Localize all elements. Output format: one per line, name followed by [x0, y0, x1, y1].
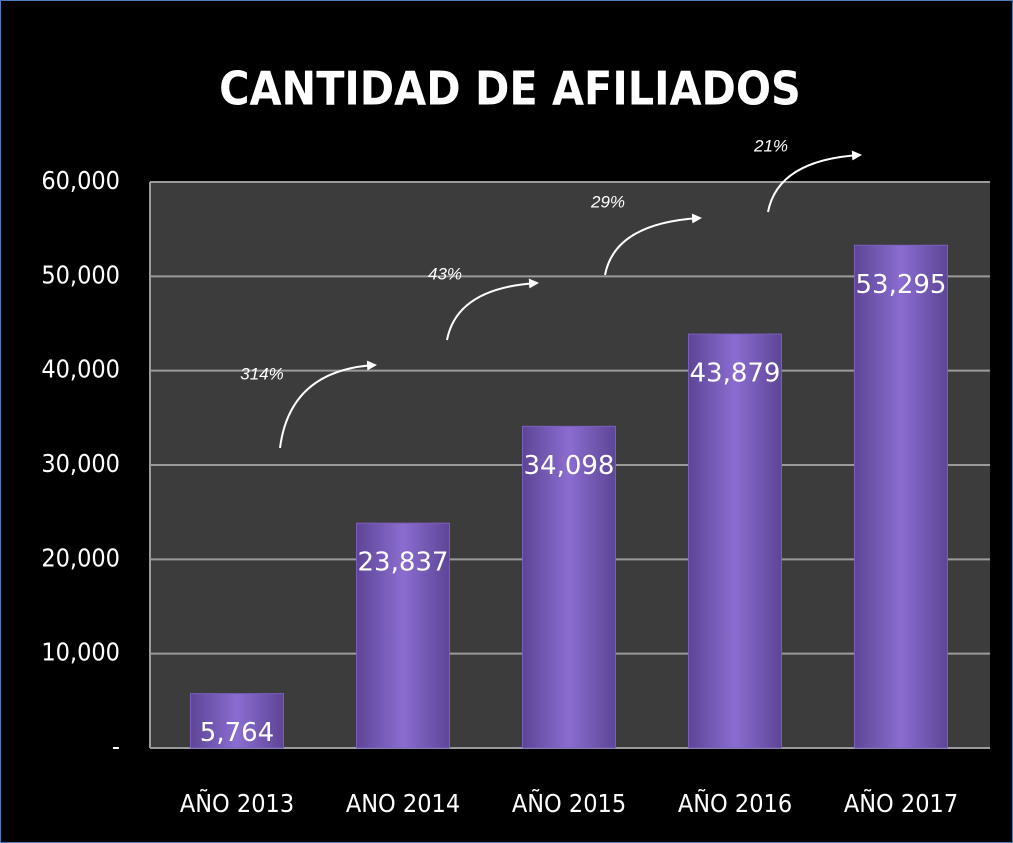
x-tick-label: AÑO 2015: [512, 788, 626, 818]
value-label: 23,837: [358, 548, 449, 578]
value-label: 34,098: [524, 451, 615, 481]
x-tick-label: ANO 2014: [346, 789, 460, 818]
x-tick-label: AÑO 2017: [844, 788, 958, 818]
y-tick-label: 30,000: [41, 449, 120, 478]
y-tick-label: 40,000: [41, 355, 120, 384]
annotation: 21%: [753, 136, 788, 155]
annotation: 314%: [240, 364, 283, 383]
arrow: [279, 360, 377, 449]
bar: [190, 693, 284, 749]
x-tick-label: AÑO 2013: [180, 788, 294, 818]
y-tick-label: 10,000: [41, 638, 120, 667]
bar: [522, 425, 616, 749]
annotation: 43%: [428, 264, 462, 283]
y-tick-label: 50,000: [41, 260, 120, 289]
chart-title: CANTIDAD DE AFILIADOS: [219, 62, 801, 116]
bar: [688, 333, 782, 749]
y-tick-label: 20,000: [41, 543, 120, 572]
annotation: 29%: [590, 192, 625, 211]
arrow: [767, 150, 862, 213]
arrow: [604, 213, 702, 276]
y-tick-label: -: [112, 732, 120, 761]
arrow: [446, 278, 539, 341]
x-tick-label: AÑO 2016: [678, 788, 792, 818]
value-label: 43,879: [690, 359, 781, 389]
y-tick-label: 60,000: [41, 166, 120, 195]
bar: [854, 244, 948, 749]
bar: [356, 522, 450, 749]
value-label: 5,764: [200, 718, 274, 748]
value-label: 53,295: [856, 270, 947, 300]
